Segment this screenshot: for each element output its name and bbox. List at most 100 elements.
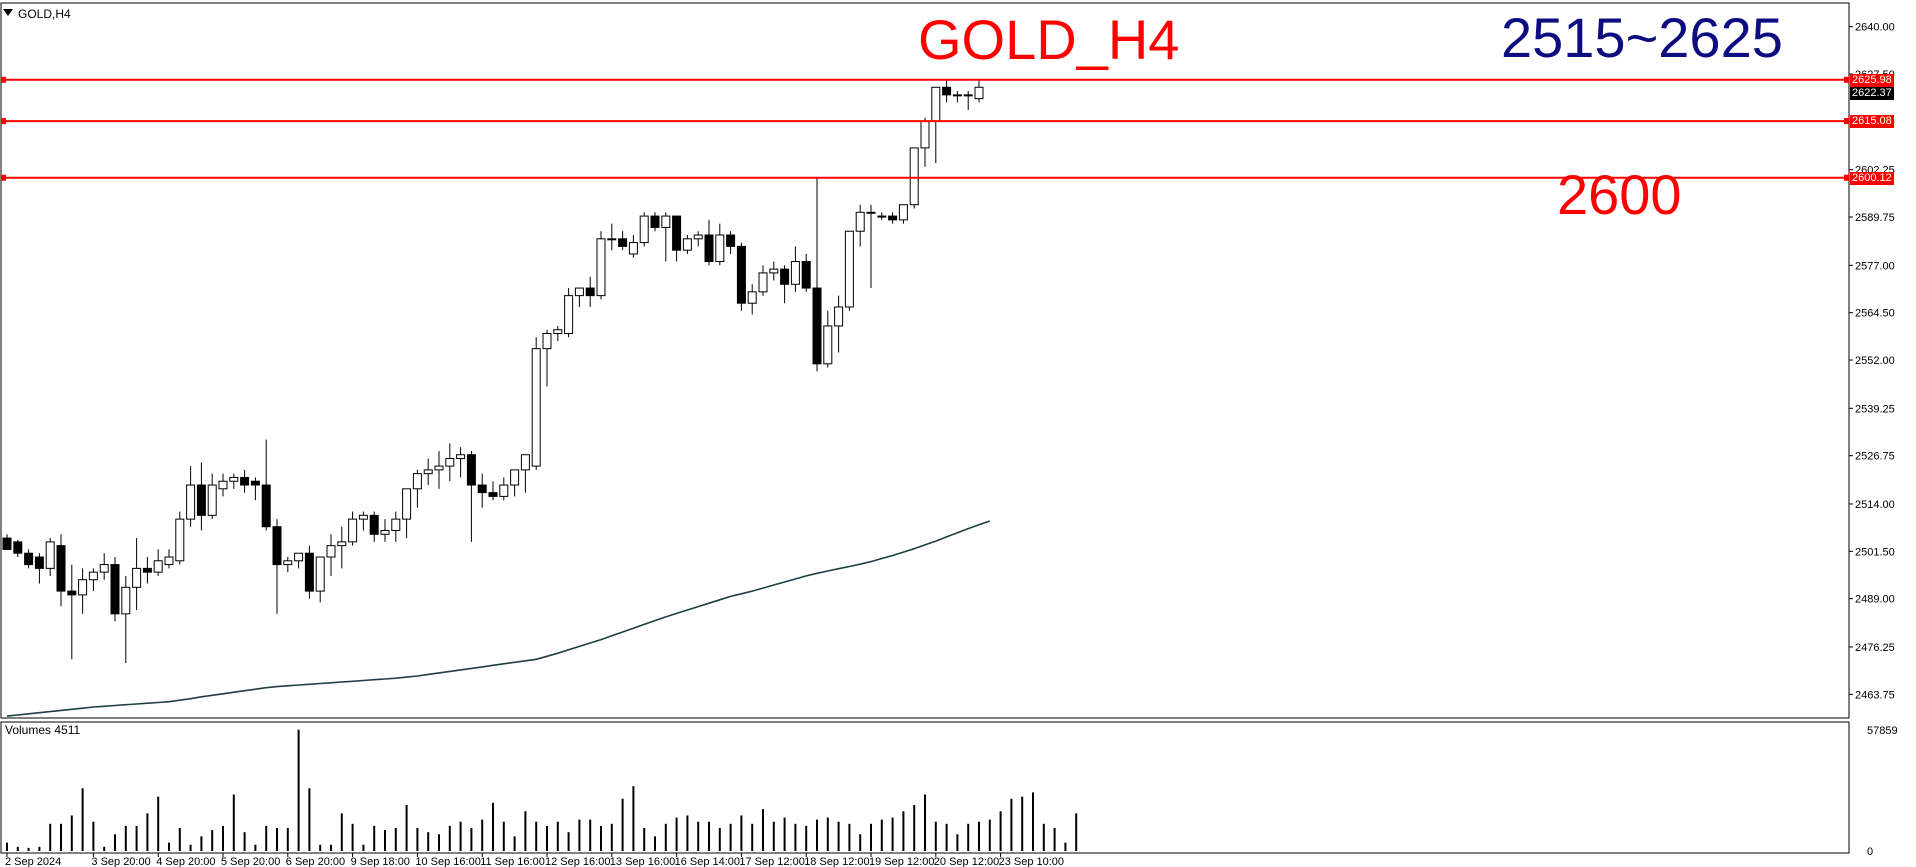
time-axis-label: 5 Sep 20:00 bbox=[221, 856, 280, 867]
candle bbox=[477, 473, 487, 508]
candle-body bbox=[456, 454, 466, 460]
price-axis-label: 2463.75 bbox=[1855, 689, 1895, 701]
candle-body bbox=[898, 204, 908, 221]
time-axis-label: 17 Sep 12:00 bbox=[739, 856, 804, 867]
candle bbox=[315, 556, 325, 603]
candle bbox=[164, 549, 174, 569]
candle bbox=[434, 450, 444, 489]
candle bbox=[488, 481, 498, 501]
candle bbox=[520, 454, 530, 493]
candle-body bbox=[672, 215, 682, 251]
time-axis-label: 12 Sep 16:00 bbox=[545, 856, 610, 867]
level-price-tag: 2625.98 bbox=[1850, 73, 1894, 87]
time-axis-label: 4 Sep 20:00 bbox=[156, 856, 215, 867]
candle-body bbox=[283, 560, 293, 566]
candle-body bbox=[920, 120, 930, 149]
candle bbox=[261, 439, 271, 531]
candle-body bbox=[952, 94, 962, 97]
candle-body bbox=[564, 295, 574, 335]
candle-body bbox=[866, 211, 876, 214]
candle bbox=[974, 79, 984, 103]
candle bbox=[920, 117, 930, 167]
time-axis-label: 19 Sep 12:00 bbox=[869, 856, 934, 867]
level-handle-right bbox=[1844, 174, 1849, 181]
candle-body bbox=[844, 230, 854, 308]
candle-body bbox=[175, 518, 185, 562]
candle bbox=[240, 469, 250, 493]
candle bbox=[445, 443, 455, 482]
candle-body bbox=[326, 545, 336, 558]
candle-body bbox=[823, 325, 833, 365]
candle bbox=[672, 215, 682, 262]
time-axis-label: 20 Sep 12:00 bbox=[934, 856, 999, 867]
candle bbox=[963, 91, 973, 111]
candle-body bbox=[24, 552, 34, 566]
candle bbox=[790, 246, 800, 292]
candle bbox=[499, 477, 509, 501]
candle-body bbox=[358, 514, 368, 520]
candle bbox=[823, 310, 833, 368]
level-handle-right bbox=[1844, 76, 1849, 83]
time-axis-label: 23 Sep 10:00 bbox=[999, 856, 1064, 867]
level-handle-left bbox=[1, 76, 6, 83]
volume-axis-label: 0 bbox=[1867, 846, 1873, 858]
candle bbox=[693, 231, 703, 247]
time-axis: 2 Sep 2024 3 Sep 20:00 4 Sep 20:00 5 Sep 20… bbox=[5, 853, 1064, 867]
candle bbox=[466, 450, 476, 542]
time-axis-label: 2 Sep 2024 bbox=[5, 856, 61, 867]
candle bbox=[348, 511, 358, 546]
candle bbox=[283, 557, 293, 573]
candle bbox=[780, 265, 790, 304]
candle bbox=[153, 549, 163, 576]
candle bbox=[45, 538, 55, 576]
candle bbox=[952, 91, 962, 103]
candle-body bbox=[801, 261, 811, 289]
candle bbox=[942, 79, 952, 103]
candle bbox=[218, 473, 228, 497]
candle bbox=[682, 235, 692, 254]
candle-body bbox=[369, 514, 379, 535]
candle bbox=[99, 553, 109, 580]
price-pane-border bbox=[0, 2, 1850, 719]
candles bbox=[2, 79, 984, 664]
candle bbox=[585, 276, 595, 307]
time-axis-label: 3 Sep 20:00 bbox=[91, 856, 150, 867]
candle-body bbox=[596, 238, 606, 297]
candle-body bbox=[877, 215, 887, 218]
time-axis-label: 11 Sep 16:00 bbox=[480, 856, 545, 867]
candle-body bbox=[142, 567, 152, 573]
candle-body bbox=[261, 484, 271, 528]
candle bbox=[898, 204, 908, 224]
candle-body bbox=[477, 484, 487, 494]
candle-body bbox=[412, 473, 422, 490]
candle-body bbox=[402, 488, 412, 520]
candle bbox=[596, 231, 606, 300]
chart-menu-arrow-icon[interactable] bbox=[3, 9, 13, 16]
candle-body bbox=[78, 579, 88, 596]
candle bbox=[110, 557, 120, 622]
candle bbox=[369, 511, 379, 542]
candle-body bbox=[715, 234, 725, 263]
candle bbox=[294, 552, 304, 569]
chart-title: GOLD_H4 bbox=[918, 8, 1180, 71]
volume-label: Volumes 4511 bbox=[5, 723, 81, 737]
candle bbox=[337, 526, 347, 569]
current-price-tag: 2622.37 bbox=[1850, 87, 1894, 101]
price-axis-label: 2489.00 bbox=[1855, 594, 1895, 606]
candle-body bbox=[240, 476, 250, 486]
time-axis-label: 9 Sep 18:00 bbox=[351, 856, 410, 867]
candle-body bbox=[466, 454, 476, 486]
symbol-label: GOLD,H4 bbox=[18, 7, 71, 21]
candle-body bbox=[682, 238, 692, 251]
candle bbox=[142, 557, 152, 584]
candle bbox=[250, 477, 260, 501]
candle bbox=[542, 329, 552, 387]
candle-body bbox=[207, 484, 217, 516]
candle-body bbox=[88, 571, 98, 581]
candle bbox=[931, 86, 941, 164]
candle-body bbox=[45, 541, 55, 569]
candle bbox=[553, 325, 563, 342]
candle bbox=[456, 447, 466, 478]
price-axis-label: 2501.50 bbox=[1855, 546, 1895, 558]
